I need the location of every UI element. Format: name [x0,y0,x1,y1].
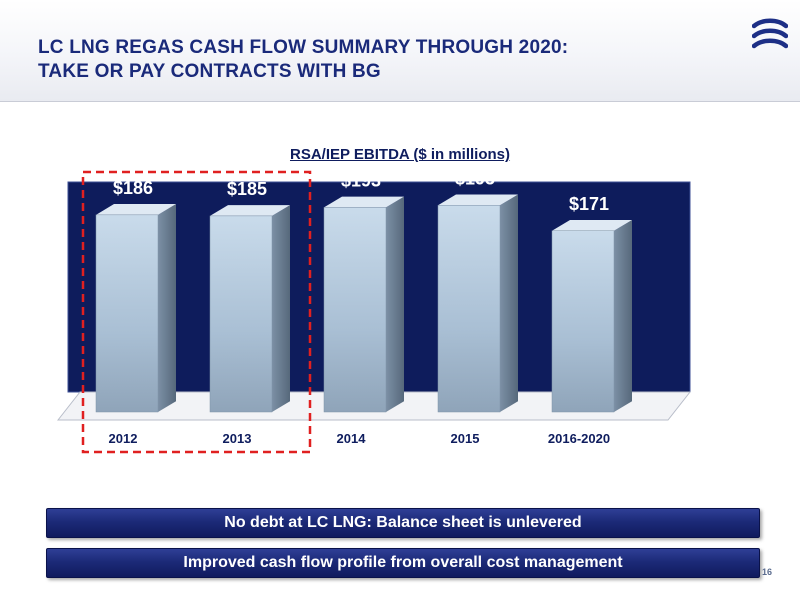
bar-front [437,205,501,413]
slide-title: LC LNG REGAS CASH FLOW SUMMARY THROUGH 2… [38,36,678,84]
bar-side [158,204,176,412]
banner-cash-flow: Improved cash flow profile from overall … [46,548,760,578]
bar-top [324,196,404,208]
data-label: $185 [227,179,267,199]
bar-side [386,196,404,412]
ebitda-bar-chart: $186 $185 $193 $195 $171 2012 2013 2014 2015 201… [56,170,692,454]
slide-title-line-1: LC LNG REGAS CASH FLOW SUMMARY THROUGH 2… [38,37,569,58]
bar-side [614,219,632,412]
bar-front [209,215,273,413]
data-label: $195 [455,170,495,189]
bar-top [438,194,518,206]
bar-2014 [323,196,404,413]
x-tick-label: 2015 [451,431,480,446]
chart-title: RSA/IEP EBITDA ($ in millions) [289,146,511,163]
bar-2013 [209,205,290,413]
highlight-box [81,170,312,454]
bar-top [552,219,632,231]
bar-2015 [437,194,518,413]
x-tick-label: 2013 [223,431,252,446]
page-number: 16 [762,567,773,577]
bar-top [96,204,176,215]
bar-front [95,214,159,413]
x-tick-label: 2016-2020 [548,431,610,446]
data-label: $186 [113,178,153,198]
banner-no-debt: No debt at LC LNG: Balance sheet is unle… [46,508,760,538]
bar-front [323,207,387,413]
data-label: $171 [569,194,609,214]
header-band [0,0,800,102]
bar-side [272,205,290,412]
bar-front [551,230,615,413]
company-logo-icon [752,18,788,49]
bar-2016-2020 [551,219,632,413]
bar-top [210,205,290,216]
bar-2012 [95,204,176,413]
x-tick-label: 2014 [337,431,367,446]
bar-side [500,194,518,412]
slide-title-line-2: TAKE OR PAY CONTRACTS WITH BG [38,61,381,82]
x-tick-label: 2012 [109,431,138,446]
data-label: $193 [341,171,381,191]
